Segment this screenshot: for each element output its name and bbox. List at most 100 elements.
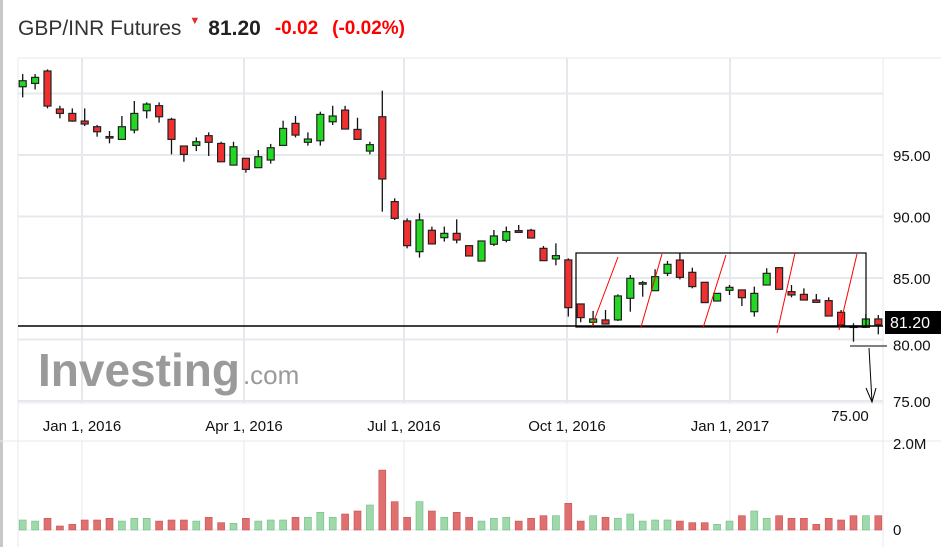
candle (229, 141, 238, 166)
candle-body (365, 144, 374, 152)
candle-body (130, 112, 139, 131)
candle (626, 275, 635, 312)
x-tick-label: Oct 1, 2016 (528, 418, 606, 435)
volume-bar (700, 522, 709, 531)
candle-body (564, 259, 573, 309)
candle (688, 267, 697, 289)
volume-bar (415, 501, 424, 531)
candle (291, 116, 300, 138)
volume-bar (390, 501, 399, 531)
volume-bar (477, 520, 486, 531)
candle-body (452, 232, 461, 241)
volume-bars (18, 469, 883, 531)
last-price-label: 81.20 (890, 315, 930, 332)
candle (663, 261, 672, 277)
candle (18, 74, 27, 98)
candle (427, 226, 436, 245)
candle (167, 117, 176, 155)
red-trend-line (838, 253, 858, 331)
last-price: 81.20 (208, 17, 261, 40)
candle-body (390, 201, 399, 219)
watermark-brand: Investing (38, 344, 240, 396)
candle (477, 240, 486, 262)
volume-bar (862, 515, 870, 531)
candle (68, 108, 77, 122)
candle (254, 150, 263, 169)
price-change: -0.02 (274, 18, 319, 39)
volume-bar (452, 512, 461, 531)
candle-body (378, 116, 387, 180)
candle-body (824, 300, 833, 317)
volume-bar (328, 517, 337, 531)
candle (526, 228, 536, 239)
candle (179, 145, 188, 162)
candle (551, 243, 561, 266)
volume-bar (552, 515, 560, 531)
candle-body (18, 80, 27, 88)
volume-bar (341, 513, 349, 531)
volume-bar (514, 520, 523, 531)
candle-body (762, 272, 771, 286)
candle-body (80, 120, 89, 125)
volume-bar (18, 519, 27, 531)
candle (750, 286, 759, 317)
candle (365, 141, 374, 155)
grid (0, 57, 941, 547)
candle-body (874, 318, 883, 326)
candle-body (465, 245, 474, 257)
candle-body (737, 289, 747, 299)
candle-body (55, 108, 65, 115)
candle-body (415, 219, 424, 253)
volume-bar (279, 519, 287, 531)
candle-body (117, 126, 127, 140)
red-trend-line (640, 253, 663, 328)
candle-body (105, 135, 114, 139)
watermark-suffix: .com (243, 360, 299, 390)
volume-bar (849, 515, 858, 531)
volume-bar (316, 512, 325, 531)
candle (465, 245, 474, 257)
volume-bar (80, 519, 89, 531)
candle (700, 281, 709, 304)
candle-body (539, 247, 548, 262)
candle (415, 213, 424, 258)
candle-body (576, 303, 585, 319)
volume-bar (93, 519, 101, 531)
candle-body (812, 299, 821, 303)
last-price-box (885, 311, 941, 334)
volume-bar (762, 518, 771, 531)
candle-body (179, 145, 188, 155)
x-tick-label: Apr 1, 2016 (205, 418, 283, 435)
volume-bar (614, 518, 622, 531)
volume-bar (56, 525, 64, 531)
volume-bar (663, 519, 672, 531)
candle (390, 198, 399, 220)
candle-body (626, 277, 635, 299)
candle (874, 315, 883, 335)
down-triangle-icon: ▼ (189, 15, 201, 27)
volume-tick-label: 0 (893, 522, 901, 539)
volume-bar (353, 510, 362, 531)
candle (638, 280, 647, 297)
candle-body (675, 259, 685, 278)
volume-bar (775, 515, 783, 531)
x-tick-label: Jan 1, 2017 (691, 418, 769, 435)
candle (378, 90, 387, 212)
candle (353, 117, 362, 140)
volume-bar (576, 520, 585, 531)
left-border (0, 0, 3, 547)
volume-bar (266, 519, 275, 531)
candle (502, 226, 511, 243)
candle (613, 294, 623, 322)
candle-body (725, 286, 734, 291)
candle (55, 105, 65, 119)
candle (576, 303, 585, 323)
price-change-percent: (-0.02%) (332, 18, 406, 39)
candle-body (92, 126, 102, 133)
candle (266, 143, 275, 164)
volume-bar (68, 524, 77, 531)
volume-bar (638, 520, 647, 531)
candle-body (551, 255, 561, 260)
volume-bar (428, 510, 436, 531)
